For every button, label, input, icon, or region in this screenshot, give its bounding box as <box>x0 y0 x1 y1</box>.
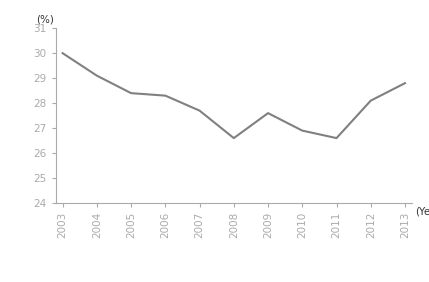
Text: (Year): (Year) <box>415 206 429 217</box>
Text: (%): (%) <box>36 15 54 25</box>
